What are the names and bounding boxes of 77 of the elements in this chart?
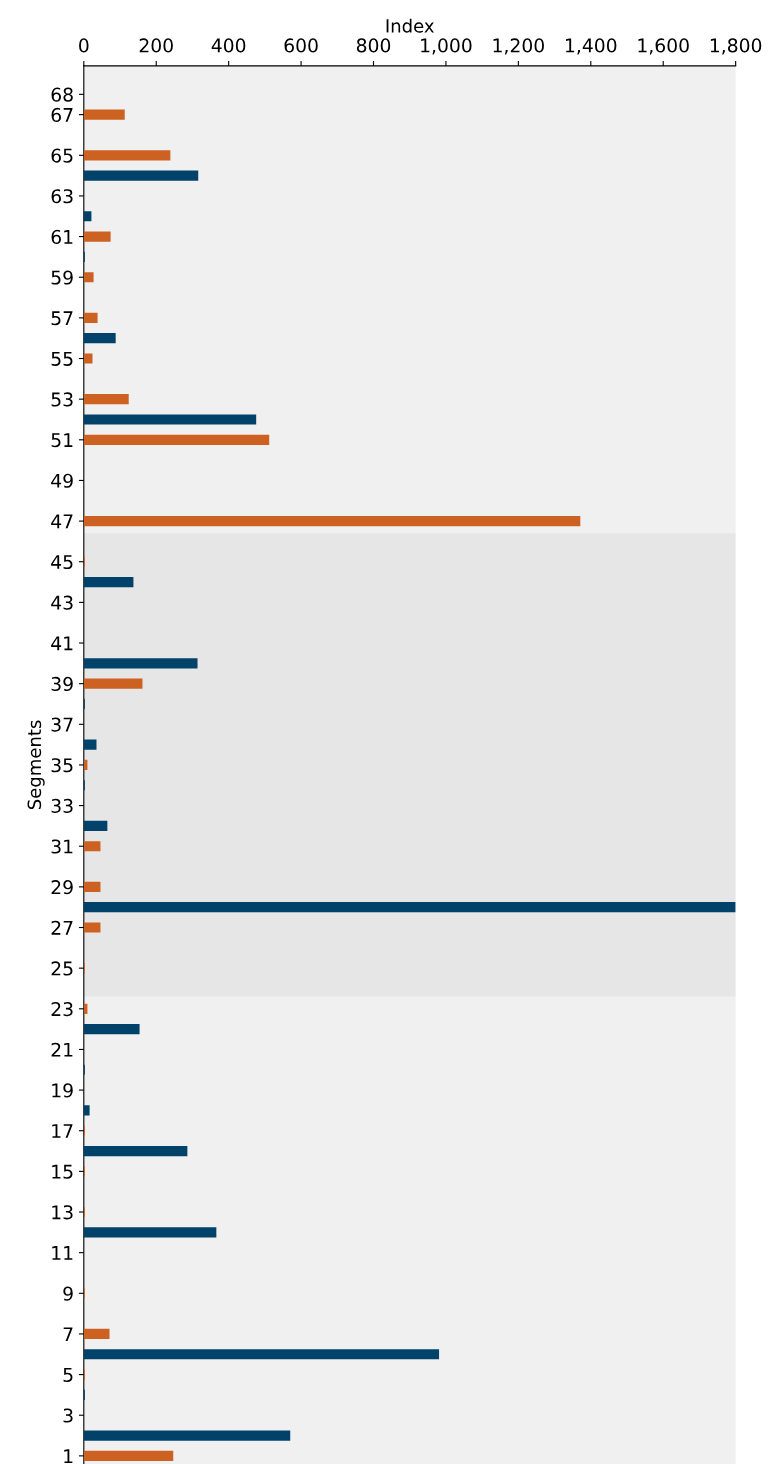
bar <box>83 414 257 425</box>
bar <box>83 1105 90 1116</box>
y-tick-label: 15 <box>52 1164 73 1179</box>
x-tick-label: 200 <box>139 38 173 53</box>
bar <box>83 820 108 831</box>
bar <box>83 516 581 527</box>
bar <box>83 658 198 669</box>
x-tick-label: 1,800 <box>710 38 762 55</box>
bar <box>83 353 93 364</box>
y-tick-label: 11 <box>52 1246 73 1260</box>
bar <box>83 678 143 689</box>
bar <box>83 1328 110 1340</box>
bar <box>83 922 101 933</box>
bar <box>83 1450 174 1461</box>
y-tick-label: 45 <box>51 555 73 570</box>
y-tick-label: 59 <box>51 270 73 285</box>
y-tick-label: 43 <box>51 595 73 610</box>
bar <box>83 272 94 283</box>
y-tick-label: 5 <box>63 1368 73 1382</box>
x-tick-label: 800 <box>356 38 391 53</box>
bar <box>83 881 101 892</box>
bar <box>83 841 101 852</box>
y-tick-label: 35 <box>51 758 73 773</box>
bar <box>83 394 129 405</box>
y-tick-label: 55 <box>51 351 73 366</box>
y-tick-label: 65 <box>51 148 73 163</box>
y-tick-label: 41 <box>51 636 73 651</box>
x-tick-label: 600 <box>284 38 318 53</box>
bar <box>83 211 92 222</box>
bar <box>83 434 270 445</box>
y-tick-label: 3 <box>63 1408 73 1423</box>
y-tick-label: 27 <box>51 920 73 935</box>
y-axis-title: Segments <box>27 720 45 810</box>
x-axis-title: Index <box>386 18 434 33</box>
bar <box>83 231 111 242</box>
y-tick-label: 19 <box>52 1083 73 1098</box>
bar <box>83 739 97 750</box>
x-tick-label: 1,400 <box>566 38 617 55</box>
y-tick-label: 37 <box>51 717 73 732</box>
y-tick-label: 47 <box>51 514 73 529</box>
y-tick-label: 63 <box>51 189 73 204</box>
bar <box>83 576 134 588</box>
y-tick-label: 1 <box>64 1449 73 1463</box>
y-tick-label: 7 <box>63 1327 73 1342</box>
bar <box>83 1349 440 1360</box>
y-tick-label: 9 <box>63 1286 73 1301</box>
bar <box>83 1145 188 1157</box>
y-tick-label: 57 <box>51 311 73 326</box>
bar <box>83 170 199 181</box>
bar <box>83 150 171 161</box>
y-tick-label: 33 <box>51 798 73 813</box>
x-tick-label: 1,200 <box>493 38 544 55</box>
bar <box>83 109 125 120</box>
bar <box>83 1430 291 1441</box>
y-tick-label: 17 <box>52 1124 73 1138</box>
y-tick-label: 31 <box>51 839 73 854</box>
bar <box>83 1227 217 1238</box>
y-tick-label: 25 <box>51 961 73 976</box>
y-tick-label: 49 <box>51 473 73 488</box>
x-tick-label: 1,000 <box>421 38 472 55</box>
x-tick-label: 400 <box>211 38 246 53</box>
y-tick-label: 29 <box>51 880 73 895</box>
y-tick-label: 13 <box>52 1205 73 1220</box>
y-tick-label: 39 <box>51 676 73 692</box>
bar <box>83 902 736 913</box>
x-tick-label: 0 <box>79 38 89 53</box>
y-tick-label: 51 <box>51 433 73 448</box>
y-tick-label: 61 <box>51 229 73 244</box>
y-tick-label: 53 <box>51 392 73 407</box>
y-tick-label: 67 <box>51 107 73 123</box>
y-tick-label: 68 <box>51 87 73 102</box>
x-tick-label: 1,600 <box>638 38 689 55</box>
bar <box>83 1024 140 1035</box>
bar <box>83 333 116 344</box>
y-tick-label: 21 <box>51 1042 73 1057</box>
bar <box>83 312 98 323</box>
y-tick-label: 23 <box>51 1002 73 1017</box>
